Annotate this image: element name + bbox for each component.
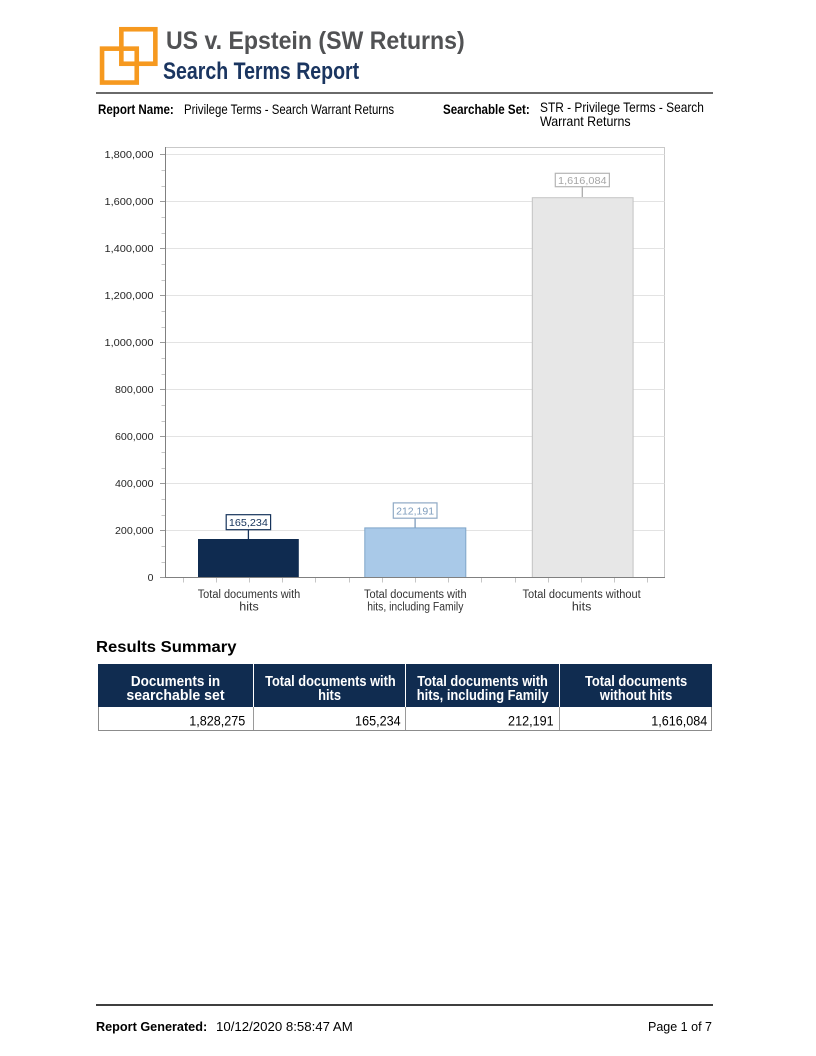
- svg-text:1,600,000: 1,600,000: [105, 196, 154, 208]
- svg-text:800,000: 800,000: [115, 384, 154, 396]
- svg-text:Total documents with: Total documents with: [198, 589, 301, 601]
- svg-text:1,800,000: 1,800,000: [105, 149, 154, 161]
- svg-text:Total documents without: Total documents without: [523, 589, 642, 601]
- svg-text:212,191: 212,191: [396, 505, 434, 517]
- svg-text:400,000: 400,000: [115, 478, 154, 490]
- svg-text:Total documents with: Total documents with: [364, 589, 467, 601]
- svg-text:hits: hits: [572, 602, 592, 614]
- svg-text:1,400,000: 1,400,000: [105, 243, 154, 255]
- svg-text:1,616,084: 1,616,084: [558, 175, 607, 187]
- svg-text:hits, including Family: hits, including Family: [367, 602, 463, 614]
- svg-text:0: 0: [148, 572, 154, 584]
- svg-text:200,000: 200,000: [115, 525, 154, 537]
- svg-text:1,200,000: 1,200,000: [105, 290, 154, 302]
- svg-text:165,234: 165,234: [229, 517, 268, 529]
- svg-text:hits: hits: [239, 602, 259, 614]
- svg-text:1,000,000: 1,000,000: [105, 337, 154, 349]
- svg-text:600,000: 600,000: [115, 431, 154, 443]
